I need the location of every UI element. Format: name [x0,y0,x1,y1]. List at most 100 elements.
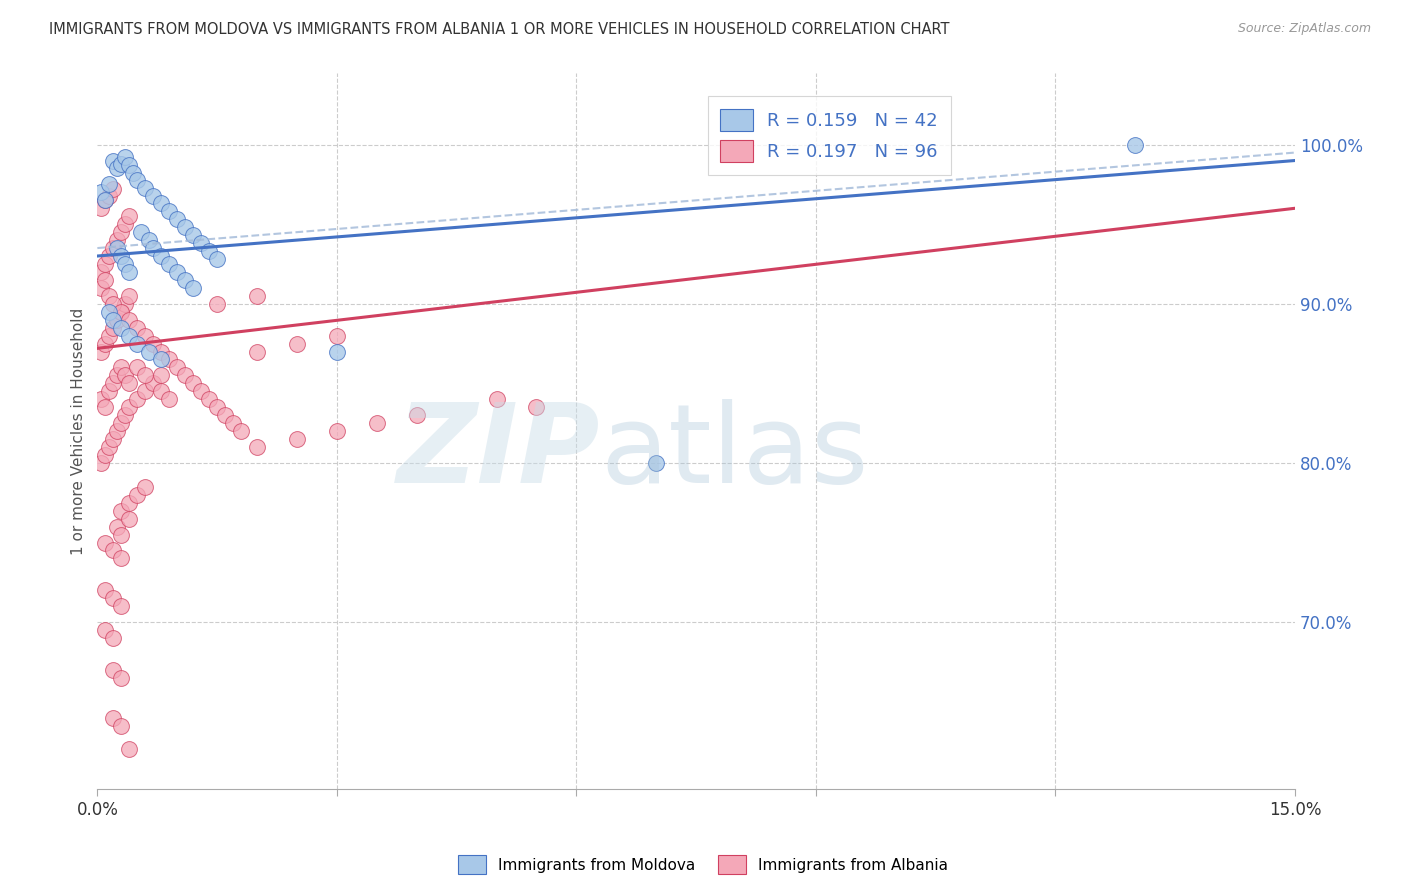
Point [110,320,132,334]
Point [110,304,132,318]
Point [246,289,269,303]
Legend: R = 0.159   N = 42, R = 0.197   N = 96: R = 0.159 N = 42, R = 0.197 N = 96 [707,96,950,175]
Point [138,233,160,247]
Point [285,432,308,446]
Point [103,591,125,606]
Point [110,157,132,171]
Point [98,249,121,263]
Point [118,742,141,756]
Point [114,408,136,422]
Point [110,225,132,239]
Point [98,289,121,303]
Point [150,344,173,359]
Point [366,416,388,430]
Point [118,328,141,343]
Point [103,320,125,334]
Point [103,376,125,391]
Point [105,424,128,438]
Point [94,401,117,415]
Point [90,456,112,470]
Point [90,392,112,407]
Point [166,265,188,279]
Point [90,186,112,200]
Point [118,209,141,223]
Point [114,297,136,311]
Point [94,336,117,351]
Point [134,384,156,399]
Point [98,440,121,454]
Point [326,424,349,438]
Point [90,344,112,359]
Point [181,376,204,391]
Point [190,384,212,399]
Point [114,217,136,231]
Point [114,150,136,164]
Point [134,328,156,343]
Point [166,212,188,227]
Point [142,336,165,351]
Point [157,352,180,367]
Point [110,504,132,518]
Point [205,252,228,267]
Point [118,401,141,415]
Point [90,201,112,215]
Point [98,188,121,202]
Point [114,368,136,383]
Point [103,153,125,168]
Point [157,392,180,407]
Point [127,172,149,186]
Point [174,220,197,235]
Point [174,368,197,383]
Point [127,320,149,334]
Point [110,599,132,614]
Point [105,161,128,176]
Point [150,352,173,367]
Point [94,194,117,208]
Point [138,344,160,359]
Point [134,480,156,494]
Point [94,448,117,462]
Point [110,360,132,375]
Point [118,376,141,391]
Text: Source: ZipAtlas.com: Source: ZipAtlas.com [1237,22,1371,36]
Point [90,281,112,295]
Point [150,196,173,211]
Point [326,344,349,359]
Point [134,368,156,383]
Point [105,233,128,247]
Point [103,663,125,677]
Point [485,392,508,407]
Point [229,424,252,438]
Point [326,328,349,343]
Point [103,710,125,724]
Point [103,631,125,645]
Text: atlas: atlas [600,399,869,506]
Point [222,416,245,430]
Point [118,496,141,510]
Point [190,236,212,251]
Point [118,289,141,303]
Point [110,249,132,263]
Point [110,527,132,541]
Point [150,384,173,399]
Point [127,488,149,502]
Point [103,432,125,446]
Point [645,456,668,470]
Point [205,297,228,311]
Point [157,257,180,271]
Point [103,241,125,255]
Point [103,297,125,311]
Point [90,265,112,279]
Point [114,257,136,271]
Point [110,416,132,430]
Point [110,551,132,566]
Point [157,204,180,219]
Point [118,312,141,326]
Y-axis label: 1 or more Vehicles in Household: 1 or more Vehicles in Household [72,308,86,555]
Point [127,360,149,375]
Point [103,312,125,326]
Point [142,241,165,255]
Point [110,304,132,318]
Point [166,360,188,375]
Point [94,194,117,208]
